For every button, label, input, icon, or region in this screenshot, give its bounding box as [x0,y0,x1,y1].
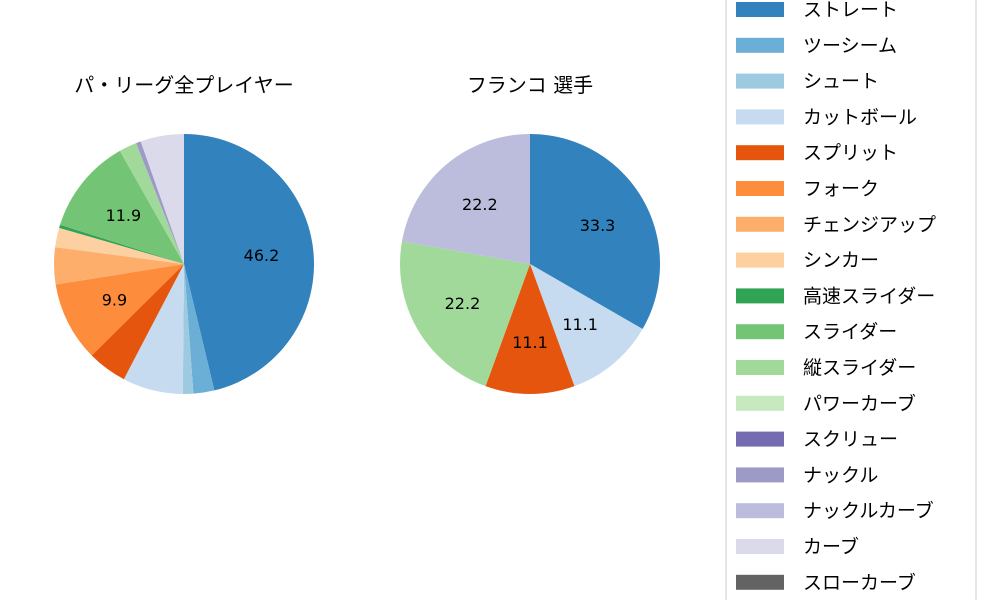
legend-swatch [736,431,784,447]
pie-value-label: 33.3 [580,216,616,235]
legend-label: スローカーブ [803,571,916,594]
legend-label: ストレート [803,0,898,21]
pie-value-label: 46.2 [244,246,280,265]
pie-slice-ナックル [136,141,184,264]
pie-slice-カットボール [530,264,643,387]
pie-slice-カーブ [140,134,184,264]
legend-swatch [736,145,784,161]
legend-swatch [736,288,784,304]
legend-swatch [736,324,784,340]
pie-value-label: 22.2 [462,195,498,214]
pie-franco: 33.3 11.1 11.1 22.2 22.2 [400,134,660,395]
legend-label: チェンジアップ [803,214,936,236]
legend-swatch [736,252,784,268]
pie-slice-スプリット [91,264,184,380]
pie-value-label: 9.9 [102,290,127,309]
chart-title-all-players: パ・リーグ全プレイヤー [74,73,293,97]
legend-label: シンカー [803,250,879,272]
pie-slice-スプリット [485,264,575,395]
pie-slice-ツーシーム [184,264,215,394]
legend-swatch [736,73,784,89]
legend-swatch [736,216,784,232]
legend-swatch [736,467,784,483]
pie-slice-縦スライダー [119,143,184,264]
legend-swatch [736,181,784,196]
legend-label: パワーカーブ [803,392,916,415]
pie-slice-ナックルカーブ [401,134,530,264]
pie-slice-フォーク [55,264,185,356]
legend-swatch [736,360,784,375]
legend-label: カーブ [803,535,859,558]
pie-slice-高速スライダー [59,224,185,264]
legend-swatch [736,395,784,411]
legend-label: ナックル [803,464,878,486]
pie-slice-スライダー [60,150,184,264]
legend-swatch [736,574,784,590]
legend-swatch [736,539,784,554]
pie-slice-カットボール [123,264,184,394]
pie-value-label: 11.1 [512,333,548,352]
legend-label: フォーク [803,178,879,200]
legend-label: スプリット [803,142,898,164]
legend-swatch [736,2,784,17]
legend-label: カットボール [803,106,917,128]
chart-title-franco: フランコ 選手 [467,73,593,97]
pie-slice-シュート [182,264,194,394]
legend-frame [725,0,977,600]
pie-value-label: 11.9 [106,206,142,225]
legend: ストレートツーシームシュートカットボールスプリットフォークチェンジアップシンカー… [725,0,977,600]
legend-label: 高速スライダー [803,285,935,307]
pie-all-players: 46.2 9.9 11.9 [53,134,315,394]
legend-label: スクリュー [803,429,898,451]
pie-value-label: 22.2 [445,294,481,313]
pie-slice-ストレート [530,134,660,329]
legend-label: シュート [803,71,879,93]
legend-swatch [736,503,784,519]
pie-slice-ストレート [184,134,315,391]
pie-slice-縦スライダー [400,241,530,387]
legend-label: 縦スライダー [803,357,916,379]
pie-slice-チェンジアップ [53,247,184,285]
pie-slice-シンカー [55,227,185,264]
legend-label: ツーシーム [803,35,897,57]
legend-label: スライダー [803,321,897,343]
pie-value-label: 11.1 [562,315,598,334]
legend-label: ナックルカーブ [803,499,934,522]
legend-swatch [736,37,784,53]
legend-swatch [736,109,784,125]
